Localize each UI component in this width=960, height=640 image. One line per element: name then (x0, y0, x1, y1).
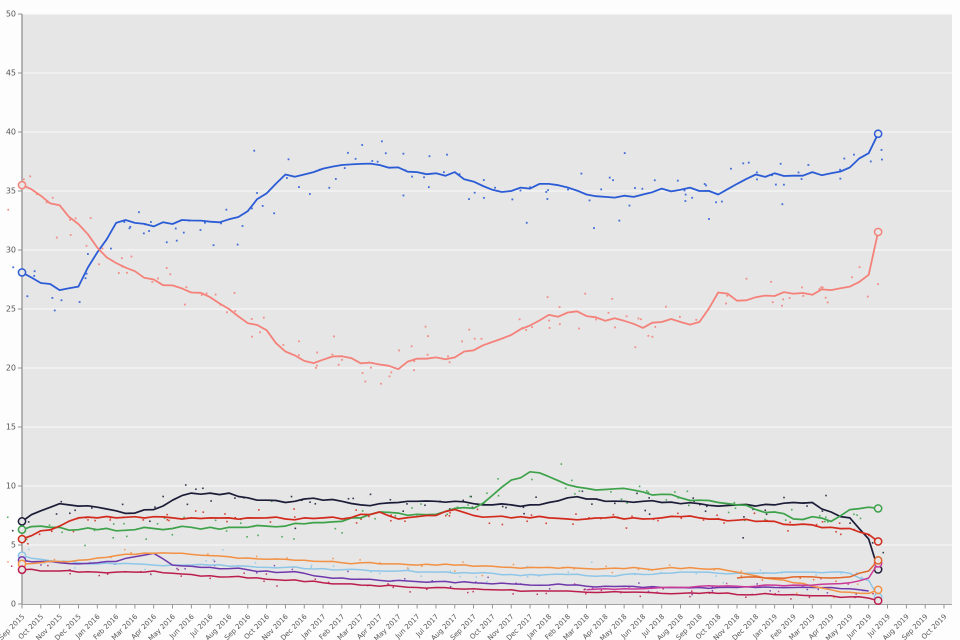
scatter-salmon (7, 175, 879, 385)
trend-line-dark-orange (736, 559, 879, 579)
svg-text:20: 20 (6, 364, 16, 373)
series-line-red (17, 508, 883, 546)
y-gridlines (22, 13, 952, 546)
scatter-blue (12, 140, 883, 312)
trend-line-magenta (586, 562, 879, 591)
end-result-marker-salmon (873, 227, 883, 237)
start-result-marker-blue (17, 268, 27, 277)
trend-line-salmon (21, 184, 879, 371)
start-result-marker-crimson (17, 565, 27, 575)
svg-text:35: 35 (6, 187, 16, 196)
series-line-blue (17, 129, 883, 291)
end-result-marker-orange (873, 585, 883, 595)
svg-text:5: 5 (11, 541, 16, 550)
start-result-marker-salmon (17, 180, 27, 190)
end-result-marker-blue (873, 129, 883, 139)
svg-text:50: 50 (6, 10, 16, 19)
end-result-marker-dark-orange (873, 555, 883, 565)
series-line-crimson (17, 565, 883, 606)
svg-text:45: 45 (6, 69, 16, 78)
trend-line-violet (21, 552, 869, 592)
end-result-marker-green (873, 504, 883, 513)
series-line-salmon (17, 180, 883, 371)
scatter-green (6, 463, 862, 547)
trend-line-sky-blue (21, 554, 879, 598)
series-line-dark-orange (736, 555, 883, 579)
end-result-marker-crimson (873, 596, 883, 606)
svg-text:25: 25 (6, 305, 16, 314)
y-axis-labels: 0 5 10 15 20 25 30 35 40 45 50 (6, 10, 22, 609)
start-result-marker-red (17, 534, 27, 544)
trend-line-crimson (21, 568, 879, 602)
svg-text:30: 30 (6, 246, 16, 255)
trend-line-orange (21, 552, 879, 595)
trend-line-blue (21, 133, 879, 291)
svg-text:40: 40 (6, 128, 16, 137)
start-result-marker-dark-navy (17, 517, 27, 526)
end-result-marker-red (873, 537, 883, 546)
svg-text:0: 0 (11, 600, 16, 609)
trend-line-red (21, 508, 879, 543)
svg-text:10: 10 (6, 482, 16, 491)
start-result-marker-green (17, 525, 27, 535)
svg-text:15: 15 (6, 423, 16, 432)
